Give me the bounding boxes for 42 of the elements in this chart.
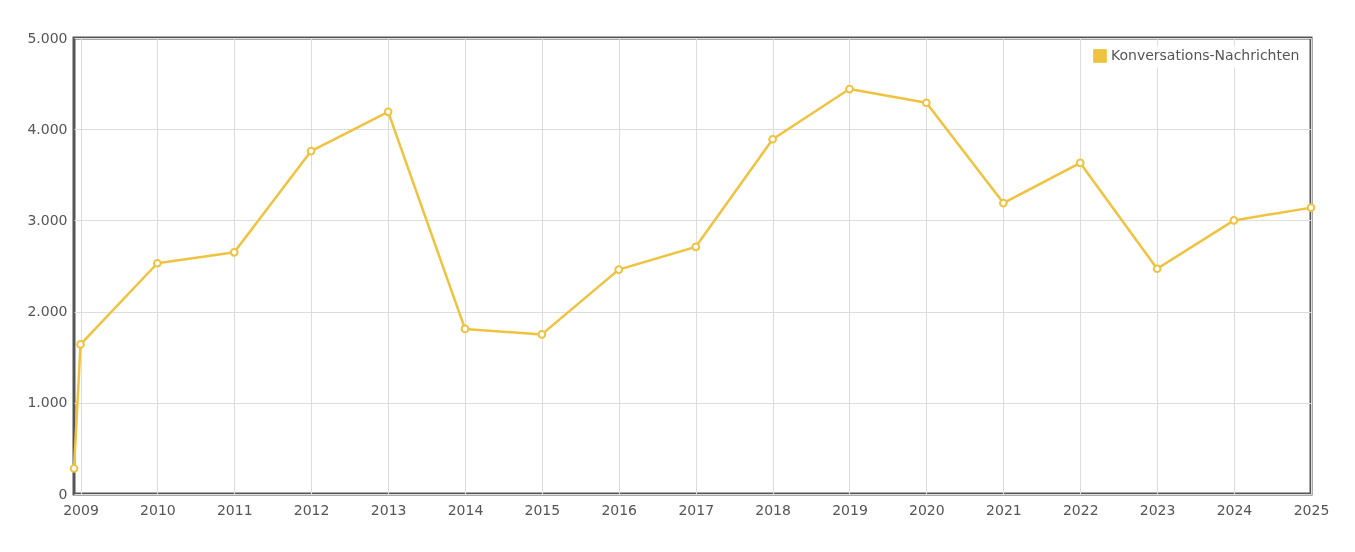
x-tick-label: 2025 [1293,501,1330,518]
x-tick-label: 2014 [447,501,484,518]
point [383,107,393,117]
x-tick-label: 2024 [1216,501,1253,518]
x-tick-label: 2020 [909,501,945,518]
y-tick-label: 3.000 [27,211,68,228]
x-tick-label: 2019 [832,501,868,518]
x-tick-label: 2016 [601,501,638,518]
y-tick-label: 2.000 [27,303,68,320]
point [691,242,701,252]
point [229,247,239,257]
point [153,258,162,268]
point [614,265,624,274]
x-tick-label: 2012 [293,501,330,518]
point [76,340,85,349]
point [1152,264,1162,274]
x-tick-label: 2011 [216,501,253,518]
point [306,146,316,156]
point [537,330,547,339]
x-tick-label: 2010 [140,501,176,518]
point [1075,158,1085,168]
y-tick-label: 0 [58,485,68,502]
x-tick-label: 2009 [63,501,99,518]
x-tick-label: 2023 [1139,501,1176,518]
x-tick-label: 2022 [1062,501,1099,518]
point [1306,203,1316,212]
x-tick-label: 2018 [755,501,791,518]
y-tick-label: 4.000 [27,120,68,137]
point [460,324,470,334]
y-tick-label: 1.000 [27,394,68,411]
x-tick-label: 2015 [524,501,561,518]
point [69,464,79,473]
point [845,84,854,94]
point [999,198,1008,208]
point [768,134,777,144]
point [921,98,931,108]
x-tick-label: 2021 [986,501,1022,518]
y-tick-label: 5.000 [27,29,68,46]
x-tick-label: 2013 [370,501,407,518]
point [1229,216,1239,225]
legend-label: Konversations-Nachrichten [1111,47,1300,63]
x-tick-label: 2017 [678,501,715,518]
